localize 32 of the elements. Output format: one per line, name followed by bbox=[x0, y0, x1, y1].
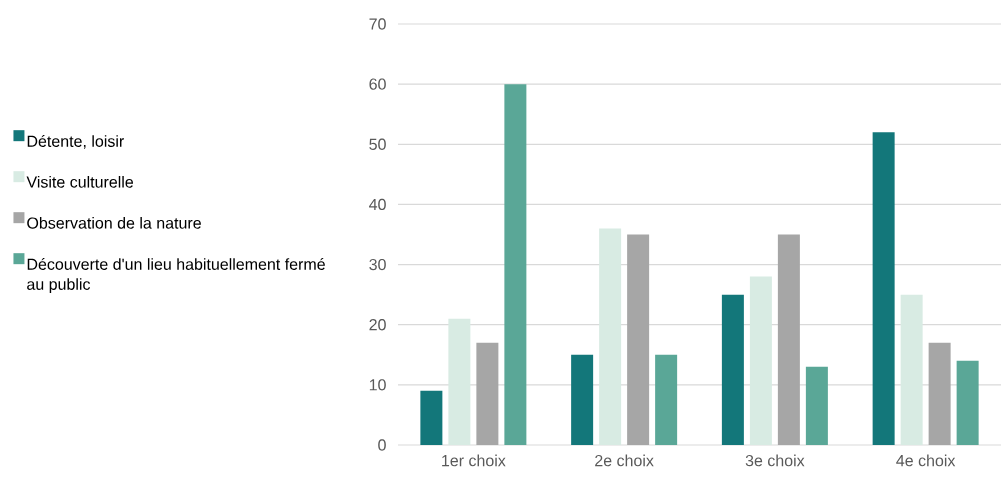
y-tick-label: 10 bbox=[369, 379, 386, 391]
y-tick-label: 20 bbox=[369, 319, 386, 331]
y-tick-label: 30 bbox=[369, 258, 386, 271]
legend-label: Visite culturelle bbox=[26, 175, 134, 188]
x-tick-label: 2e choix bbox=[595, 454, 654, 467]
y-tick-label: 40 bbox=[369, 198, 386, 211]
bar bbox=[928, 342, 951, 445]
bar bbox=[777, 234, 800, 445]
bar bbox=[476, 342, 499, 445]
x-tick-label: 3e choix bbox=[745, 454, 805, 467]
legend-label: Observation de la nature bbox=[27, 216, 201, 229]
bar bbox=[448, 318, 471, 445]
legend-label: Détente, loisir bbox=[27, 134, 124, 149]
legend-label: Découverte d'un lieu habituellement fermé au public bbox=[27, 257, 325, 294]
bar bbox=[627, 234, 650, 445]
bar bbox=[721, 294, 744, 445]
bar bbox=[805, 366, 828, 445]
y-tick-label: 0 bbox=[378, 439, 386, 451]
bar bbox=[655, 354, 678, 445]
bar bbox=[956, 360, 979, 445]
x-tick-label: 4e choix bbox=[896, 454, 956, 467]
y-tick-label: 50 bbox=[369, 138, 386, 150]
x-tick-label: 1er choix bbox=[442, 454, 506, 467]
bar bbox=[504, 84, 527, 445]
bar bbox=[872, 132, 895, 445]
y-tick-label: 60 bbox=[369, 78, 386, 90]
bar bbox=[749, 276, 772, 445]
bar bbox=[599, 228, 622, 445]
bar bbox=[900, 294, 923, 445]
bar bbox=[571, 354, 594, 445]
bar bbox=[420, 390, 443, 445]
y-tick-label: 70 bbox=[369, 18, 386, 30]
